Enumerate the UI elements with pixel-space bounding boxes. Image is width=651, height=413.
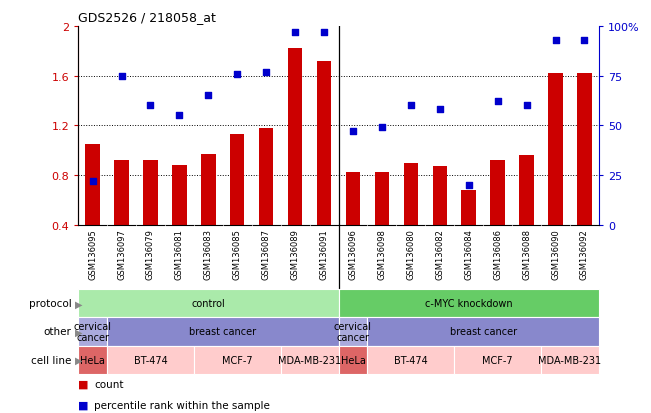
Bar: [346, 173, 360, 225]
Bar: [230, 135, 245, 225]
Text: breast cancer: breast cancer: [189, 327, 256, 337]
Bar: [107, 346, 194, 374]
Bar: [194, 346, 281, 374]
Text: GSM136091: GSM136091: [320, 228, 329, 279]
Bar: [281, 346, 339, 374]
Text: BT-474: BT-474: [394, 355, 428, 365]
Text: GSM136090: GSM136090: [551, 228, 560, 279]
Text: BT-474: BT-474: [133, 355, 167, 365]
Text: HeLa: HeLa: [340, 355, 365, 365]
Bar: [339, 290, 599, 318]
Text: count: count: [94, 379, 124, 389]
Bar: [107, 318, 339, 346]
Text: ■: ■: [78, 400, 92, 410]
Bar: [375, 173, 389, 225]
Text: c-MYC knockdown: c-MYC knockdown: [425, 299, 512, 309]
Point: [232, 71, 242, 78]
Text: GSM136086: GSM136086: [493, 228, 502, 279]
Text: cervical
cancer: cervical cancer: [334, 321, 372, 342]
Point: [492, 99, 503, 105]
Point: [203, 93, 214, 100]
Text: other: other: [44, 327, 72, 337]
Bar: [519, 156, 534, 225]
Text: GSM136079: GSM136079: [146, 228, 155, 279]
Text: GSM136087: GSM136087: [262, 228, 271, 279]
Bar: [339, 346, 367, 374]
Point: [348, 128, 358, 135]
Point: [87, 178, 98, 185]
Point: [377, 125, 387, 131]
Point: [521, 103, 532, 109]
Text: GSM136084: GSM136084: [464, 228, 473, 279]
Point: [290, 29, 300, 36]
Text: GSM136092: GSM136092: [580, 228, 589, 279]
Text: protocol: protocol: [29, 299, 72, 309]
Point: [550, 38, 561, 44]
Bar: [462, 190, 476, 225]
Bar: [404, 163, 418, 225]
Point: [174, 113, 185, 119]
Point: [579, 38, 590, 44]
Point: [406, 103, 416, 109]
Text: GSM136081: GSM136081: [175, 228, 184, 279]
Point: [319, 29, 329, 36]
Bar: [172, 166, 187, 225]
Text: GSM136096: GSM136096: [348, 228, 357, 279]
Bar: [548, 74, 562, 225]
Text: GSM136089: GSM136089: [290, 228, 299, 279]
Text: ▶: ▶: [75, 327, 83, 337]
Text: GSM136098: GSM136098: [378, 228, 387, 279]
Point: [261, 69, 271, 76]
Bar: [367, 318, 599, 346]
Bar: [454, 346, 541, 374]
Text: control: control: [191, 299, 225, 309]
Bar: [85, 145, 100, 225]
Text: ■: ■: [78, 379, 92, 389]
Bar: [78, 346, 107, 374]
Bar: [143, 161, 158, 225]
Text: ▶: ▶: [75, 299, 83, 309]
Text: MCF-7: MCF-7: [482, 355, 513, 365]
Text: GSM136088: GSM136088: [522, 228, 531, 279]
Bar: [541, 346, 599, 374]
Text: GSM136085: GSM136085: [233, 228, 242, 279]
Point: [464, 182, 474, 189]
Text: percentile rank within the sample: percentile rank within the sample: [94, 400, 270, 410]
Bar: [78, 290, 339, 318]
Text: MDA-MB-231: MDA-MB-231: [278, 355, 341, 365]
Text: GDS2526 / 218058_at: GDS2526 / 218058_at: [78, 11, 216, 24]
Bar: [577, 74, 592, 225]
Bar: [490, 161, 505, 225]
Bar: [259, 128, 273, 225]
Text: cell line: cell line: [31, 355, 72, 365]
Text: GSM136095: GSM136095: [88, 228, 97, 279]
Text: GSM136083: GSM136083: [204, 228, 213, 279]
Bar: [288, 49, 302, 225]
Text: GSM136097: GSM136097: [117, 228, 126, 279]
Text: breast cancer: breast cancer: [450, 327, 517, 337]
Point: [117, 73, 127, 80]
Bar: [201, 154, 215, 225]
Bar: [339, 318, 367, 346]
Point: [145, 103, 156, 109]
Bar: [317, 62, 331, 225]
Bar: [432, 167, 447, 225]
Text: cervical
cancer: cervical cancer: [74, 321, 111, 342]
Text: ▶: ▶: [75, 355, 83, 365]
Point: [435, 107, 445, 114]
Text: MDA-MB-231: MDA-MB-231: [538, 355, 602, 365]
Text: HeLa: HeLa: [80, 355, 105, 365]
Bar: [367, 346, 454, 374]
Bar: [78, 318, 107, 346]
Bar: [115, 161, 129, 225]
Text: GSM136080: GSM136080: [406, 228, 415, 279]
Text: GSM136082: GSM136082: [436, 228, 444, 279]
Text: MCF-7: MCF-7: [222, 355, 253, 365]
